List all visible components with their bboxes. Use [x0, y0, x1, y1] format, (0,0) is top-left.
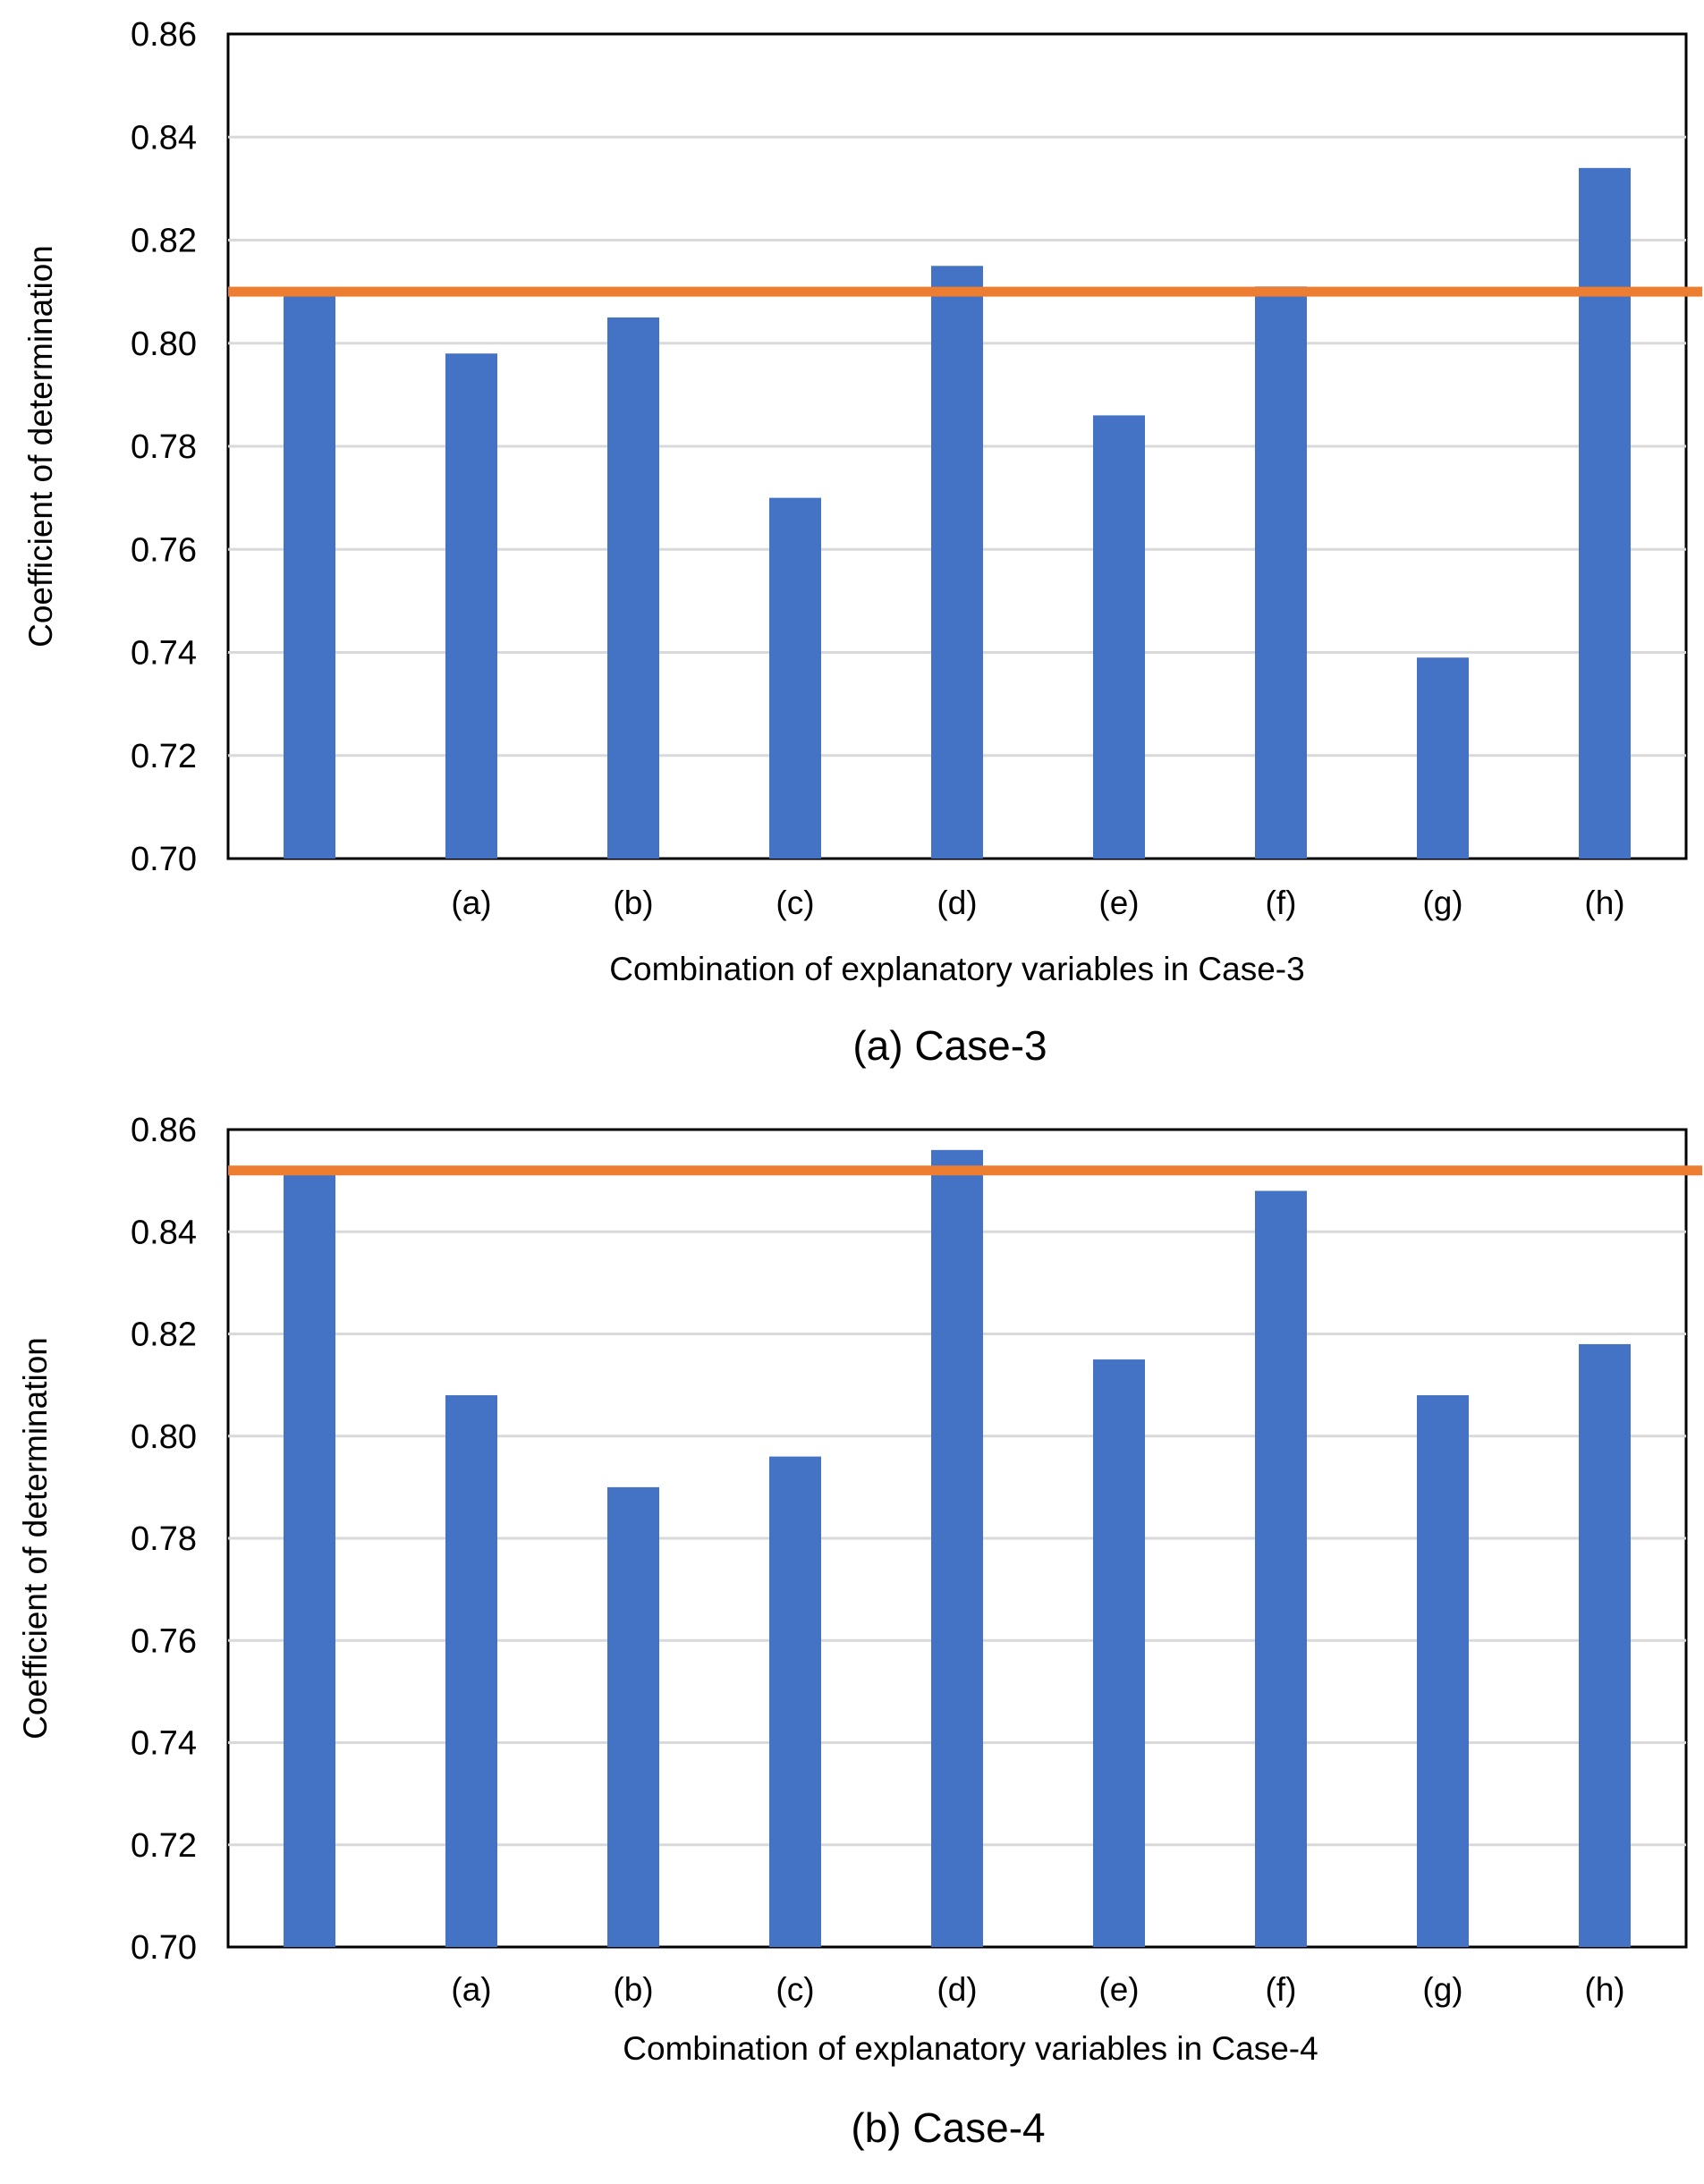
- y-axis-title: Coefficient of determination: [17, 1337, 54, 1740]
- y-tick-label: 0.82: [131, 223, 197, 260]
- bar: [607, 1486, 659, 1947]
- y-tick-label: 0.70: [131, 841, 197, 878]
- x-category-label: (g): [1422, 1971, 1462, 2008]
- y-tick-label: 0.84: [131, 119, 197, 157]
- x-axis-title: Combination of explanatory variables in …: [609, 951, 1304, 987]
- x-category-label: (g): [1422, 885, 1462, 921]
- bar: [1255, 1190, 1307, 1947]
- y-tick-label: 0.70: [131, 1929, 197, 1967]
- bar: [931, 266, 983, 859]
- x-category-label: (d): [937, 885, 977, 921]
- y-tick-label: 0.84: [131, 1214, 197, 1251]
- y-tick-label: 0.74: [131, 635, 197, 673]
- chart-panel-case-4: 0.70 0.72 0.74 0.76 0.78 0.80 0.82 0.84 0.86 (a)…: [17, 1112, 1702, 2151]
- x-category-label: (h): [1584, 1971, 1624, 2008]
- y-tick-label: 0.86: [131, 1112, 197, 1149]
- y-axis-title: Coefficient of determination: [22, 245, 59, 648]
- x-category-label: (b): [613, 885, 653, 921]
- bar: [769, 497, 821, 859]
- x-category-label: (b): [613, 1971, 653, 2008]
- y-tick-label: 0.76: [131, 531, 197, 569]
- bar: [769, 1456, 821, 1947]
- y-tick-label: 0.80: [131, 326, 197, 363]
- y-tick-label: 0.82: [131, 1316, 197, 1354]
- y-tick-label: 0.72: [131, 1827, 197, 1865]
- panel-caption: (b) Case-4: [851, 2104, 1045, 2151]
- bar: [1579, 1343, 1631, 1947]
- bar: [607, 317, 659, 859]
- bar: [1417, 657, 1469, 859]
- bar: [445, 1395, 497, 1947]
- y-tick-label: 0.72: [131, 738, 197, 775]
- x-category-label: (d): [937, 1971, 977, 2008]
- bar: [931, 1149, 983, 1947]
- bar: [284, 292, 335, 859]
- x-category-label: (h): [1584, 885, 1624, 921]
- x-category-label: (e): [1098, 885, 1139, 921]
- x-category-label: (a): [451, 1971, 491, 2008]
- x-axis-title: Combination of explanatory variables in …: [623, 2030, 1318, 2067]
- y-tick-label: 0.80: [131, 1418, 197, 1456]
- bar: [1417, 1395, 1469, 1947]
- x-category-label: (f): [1266, 1971, 1297, 2008]
- y-tick-label: 0.74: [131, 1725, 197, 1763]
- bar: [1579, 167, 1631, 859]
- y-tick-label: 0.78: [131, 1520, 197, 1558]
- bar: [445, 353, 497, 859]
- bar: [284, 1170, 335, 1947]
- x-category-label: (c): [776, 885, 814, 921]
- bar: [1255, 286, 1307, 859]
- y-tick-label: 0.86: [131, 16, 197, 54]
- y-tick-label: 0.76: [131, 1622, 197, 1660]
- bar: [1093, 1359, 1145, 1947]
- x-category-label: (c): [776, 1971, 814, 2008]
- x-category-label: (f): [1266, 885, 1297, 921]
- panel-caption: (a) Case-3: [852, 1022, 1047, 1069]
- x-category-label: (a): [451, 885, 491, 921]
- bar: [1093, 415, 1145, 859]
- chart-panel-case-3: 0.70 0.72 0.74 0.76 0.78 0.80 0.82 0.84 0.86 (a)…: [22, 16, 1702, 1069]
- x-category-label: (e): [1098, 1971, 1139, 2008]
- y-tick-label: 0.78: [131, 428, 197, 466]
